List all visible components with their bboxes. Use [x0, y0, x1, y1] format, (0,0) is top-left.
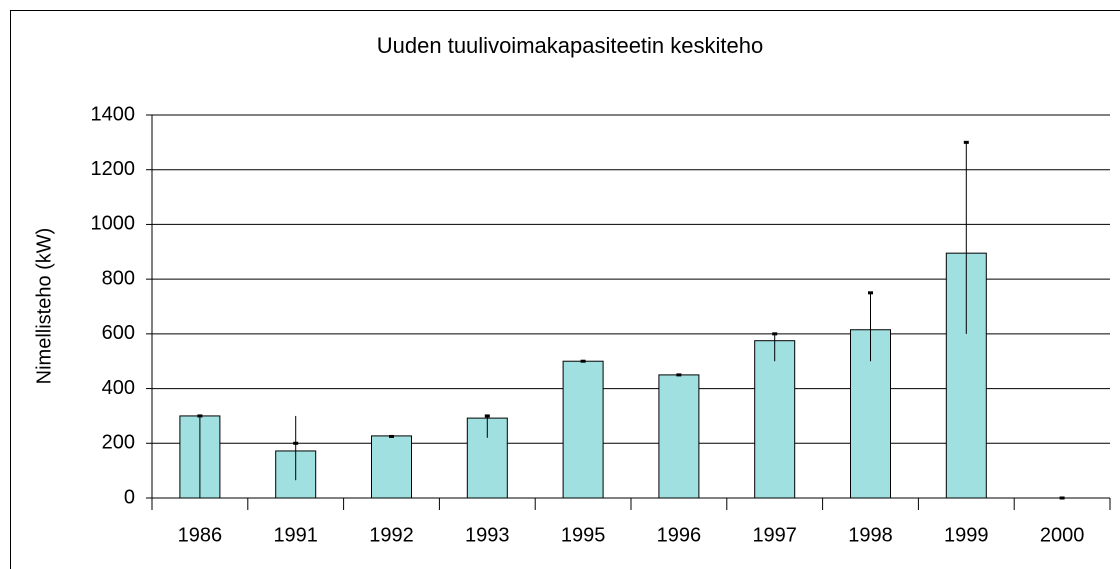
- x-tick-label: 1991: [273, 524, 318, 546]
- bar: [371, 435, 412, 499]
- chart-frame: [10, 10, 1120, 569]
- y-tick-label: 1200: [91, 158, 136, 180]
- marker: [676, 373, 682, 377]
- y-tick-label: 400: [102, 377, 135, 399]
- marker: [963, 140, 969, 144]
- marker: [772, 332, 778, 336]
- x-tick-label: 2000: [1040, 524, 1085, 546]
- marker: [868, 291, 873, 295]
- y-tick-label: 1400: [91, 103, 136, 125]
- y-tick-label: 1000: [91, 213, 136, 235]
- marker: [389, 434, 394, 438]
- marker: [484, 414, 490, 418]
- y-tick-label: 200: [102, 432, 135, 454]
- x-tick-label: 1998: [848, 524, 893, 546]
- x-tick-label: 1996: [657, 524, 702, 546]
- bar: [658, 374, 700, 499]
- y-tick-label: 800: [102, 267, 135, 289]
- bar: [562, 360, 604, 499]
- x-tick-label: 1999: [944, 524, 989, 546]
- marker: [580, 359, 586, 363]
- x-tick-label: 1986: [178, 524, 223, 546]
- marker: [293, 441, 299, 445]
- bar: [754, 340, 796, 499]
- y-axis-label: Nimellisteho (kW): [33, 228, 55, 385]
- x-tick-label: 1992: [369, 524, 414, 546]
- x-tick-label: 1997: [752, 524, 797, 546]
- y-tick-label: 0: [124, 486, 135, 508]
- chart-title: Uuden tuulivoimakapasiteetin keskiteho: [377, 33, 763, 58]
- marker: [197, 414, 203, 418]
- y-tick-label: 600: [102, 322, 135, 344]
- x-tick-label: 1995: [561, 524, 606, 546]
- x-tick-label: 1993: [465, 524, 510, 546]
